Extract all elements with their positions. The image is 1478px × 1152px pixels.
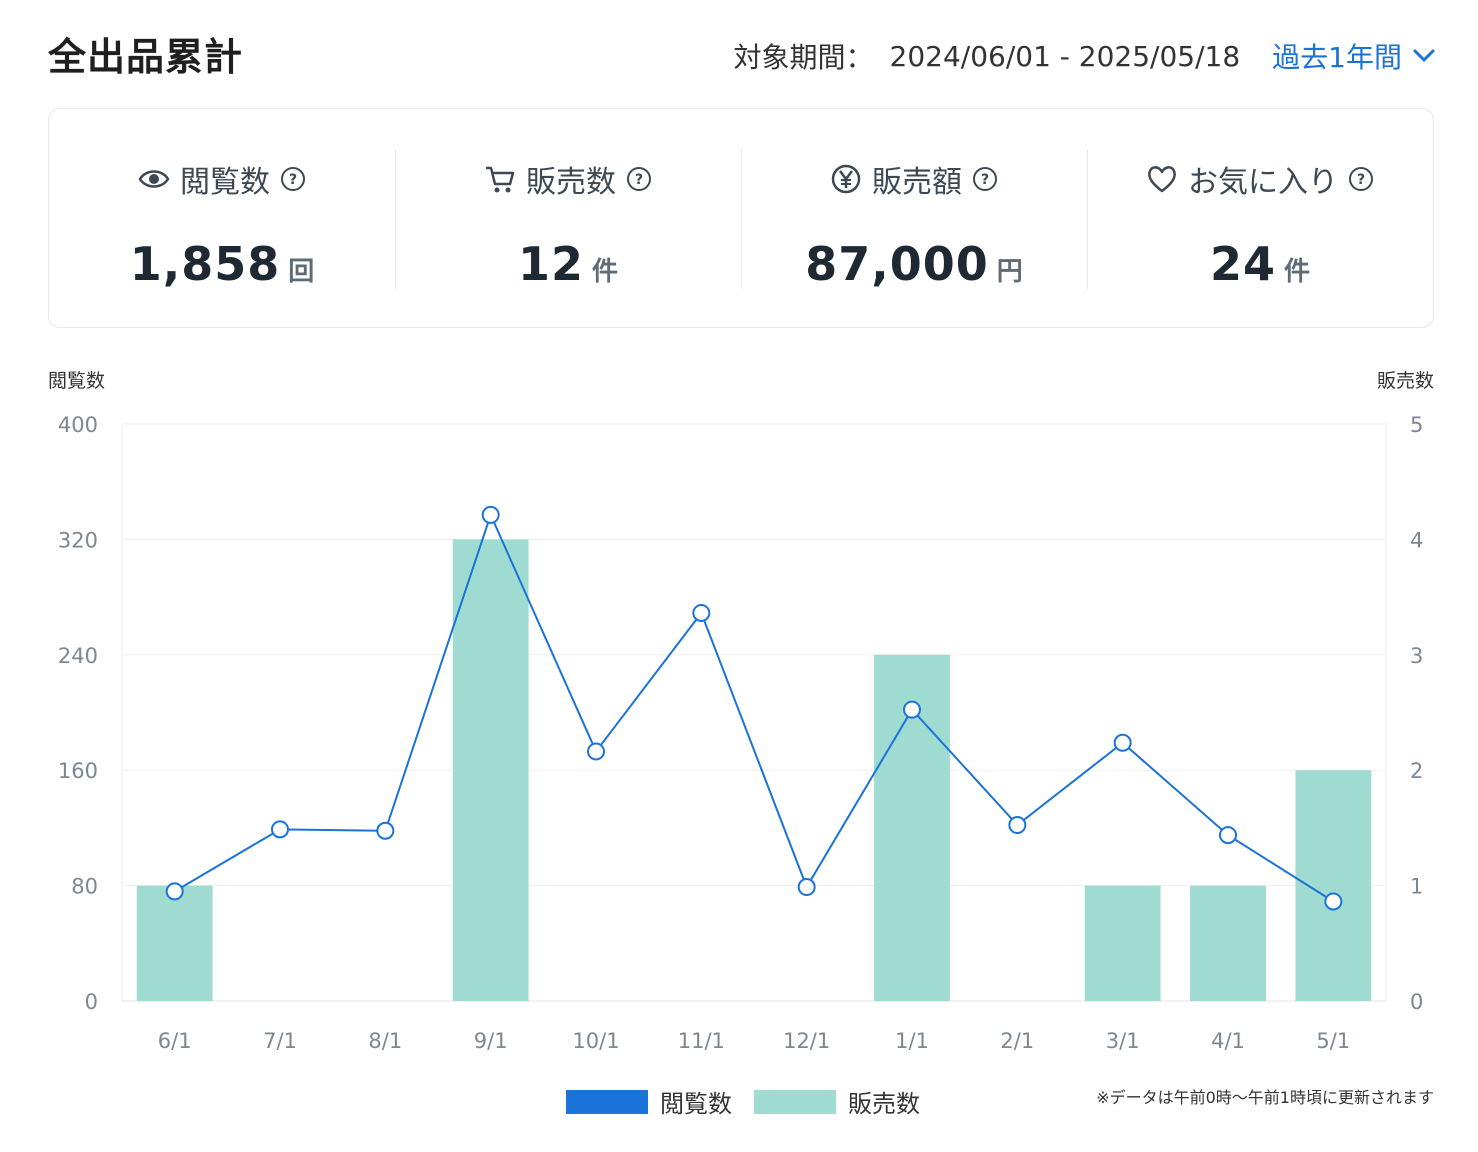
legend-item-sales[interactable]: 販売数 — [754, 1084, 920, 1119]
views-point[interactable] — [1324, 892, 1343, 911]
views-point[interactable] — [481, 505, 500, 524]
svg-text:?: ? — [635, 172, 643, 188]
y-right-tick: 3 — [1410, 644, 1423, 668]
page-title: 全出品累計 — [48, 35, 244, 79]
svg-text:?: ? — [1357, 172, 1365, 188]
views-point[interactable] — [1113, 733, 1132, 752]
help-icon[interactable]: ? — [972, 166, 998, 192]
legend-swatch-views — [566, 1089, 648, 1114]
y-left-tick: 320 — [58, 528, 98, 552]
views-sales-chart: 0 80 160 240 320 400 0 1 2 3 4 5 6/1 7/1 8/1 9/1 10/1 1… — [58, 413, 1423, 1053]
period-bar: 対象期間： 2024/06/01 - 2025/05/18 過去1年間 — [733, 36, 1436, 76]
period-dropdown-label: 過去1年間 — [1272, 41, 1402, 74]
help-icon[interactable]: ? — [626, 166, 652, 192]
views-line — [174, 512, 1334, 903]
y-right-tick: 5 — [1410, 413, 1423, 437]
x-tick: 6/1 — [158, 1029, 192, 1053]
y-left-tick: 400 — [58, 413, 98, 437]
chevron-down-icon — [1413, 49, 1435, 62]
sales-bar[interactable] — [452, 539, 529, 1001]
sales-bar[interactable] — [136, 885, 213, 1001]
views-point[interactable] — [797, 878, 816, 897]
metric-views-unit: 回 — [288, 257, 315, 287]
svg-text:?: ? — [289, 172, 297, 188]
period-label: 対象期間： — [733, 41, 874, 74]
legend-item-views[interactable]: 閲覧数 — [566, 1084, 732, 1119]
cart-icon — [484, 163, 516, 195]
x-tick: 11/1 — [678, 1029, 725, 1053]
legend-label-views: 閲覧数 — [660, 1090, 732, 1118]
views-point[interactable] — [692, 603, 711, 622]
x-tick: 1/1 — [895, 1029, 929, 1053]
help-icon[interactable]: ? — [280, 166, 306, 192]
summary-card: 閲覧数 ? 1,858 回 販売数 ? 12 件 — [48, 108, 1434, 328]
views-point[interactable] — [271, 820, 289, 839]
period-range: 2024/06/01 - 2025/05/18 — [889, 39, 1241, 73]
y-left-tick: 80 — [71, 875, 98, 899]
x-tick: 2/1 — [1000, 1029, 1034, 1053]
x-tick: 5/1 — [1316, 1029, 1350, 1053]
y-left-tick: 160 — [58, 759, 98, 783]
views-point[interactable] — [1219, 826, 1237, 845]
eye-icon — [138, 167, 170, 191]
x-tick: 7/1 — [263, 1029, 297, 1053]
svg-text:?: ? — [981, 172, 989, 188]
metric-revenue: 販売額 ? 87,000 円 — [741, 109, 1087, 327]
x-tick: 4/1 — [1211, 1029, 1245, 1053]
metric-revenue-value: 87,000 — [805, 237, 989, 291]
metric-sales-value: 12 — [517, 237, 584, 291]
metric-sales-unit: 件 — [592, 257, 619, 287]
metric-sales: 販売数 ? 12 件 — [395, 109, 741, 327]
y-left-tick: 240 — [58, 644, 98, 668]
metric-revenue-label: 販売額 — [872, 165, 962, 200]
metric-favorites-unit: 件 — [1284, 257, 1311, 287]
legend-label-sales: 販売数 — [848, 1090, 920, 1118]
metric-favorites-value: 24 — [1209, 237, 1276, 291]
sales-bar[interactable] — [1084, 885, 1161, 1001]
y-right-tick: 2 — [1410, 759, 1423, 783]
x-tick: 12/1 — [783, 1029, 830, 1053]
x-tick: 10/1 — [572, 1029, 619, 1053]
y-left-axis-title: 閲覧数 — [48, 370, 106, 392]
heart-icon — [1146, 164, 1178, 194]
views-point[interactable] — [587, 742, 605, 761]
views-point[interactable] — [376, 821, 395, 840]
yen-icon — [830, 163, 862, 195]
help-icon[interactable]: ? — [1348, 166, 1374, 192]
metric-views-value: 1,858 — [129, 237, 281, 291]
metric-views: 閲覧数 ? 1,858 回 — [49, 109, 395, 327]
sales-bar[interactable] — [1190, 885, 1266, 1001]
update-note: ※データは午前0時〜午前1時頃に更新されます — [1096, 1088, 1434, 1107]
views-point[interactable] — [903, 700, 921, 719]
x-tick: 8/1 — [368, 1029, 402, 1053]
metric-revenue-unit: 円 — [996, 257, 1023, 287]
x-tick: 9/1 — [474, 1029, 508, 1053]
metric-favorites: お気に入り ? 24 件 — [1087, 109, 1433, 327]
y-left-tick: 0 — [85, 990, 98, 1014]
metric-favorites-label: お気に入り — [1188, 165, 1338, 200]
legend-swatch-sales — [754, 1089, 836, 1114]
metric-sales-label: 販売数 — [526, 165, 616, 200]
y-right-tick: 0 — [1410, 990, 1423, 1014]
views-point[interactable] — [1008, 816, 1027, 835]
y-right-tick: 1 — [1410, 875, 1423, 899]
chart-legend: 閲覧数 販売数 — [566, 1084, 942, 1119]
x-tick: 3/1 — [1106, 1029, 1140, 1053]
y-right-axis-title: 販売数 — [1376, 370, 1434, 392]
views-point[interactable] — [165, 882, 184, 901]
metric-views-label: 閲覧数 — [180, 165, 270, 200]
period-dropdown[interactable]: 過去1年間 — [1272, 36, 1436, 76]
y-right-tick: 4 — [1410, 528, 1423, 552]
